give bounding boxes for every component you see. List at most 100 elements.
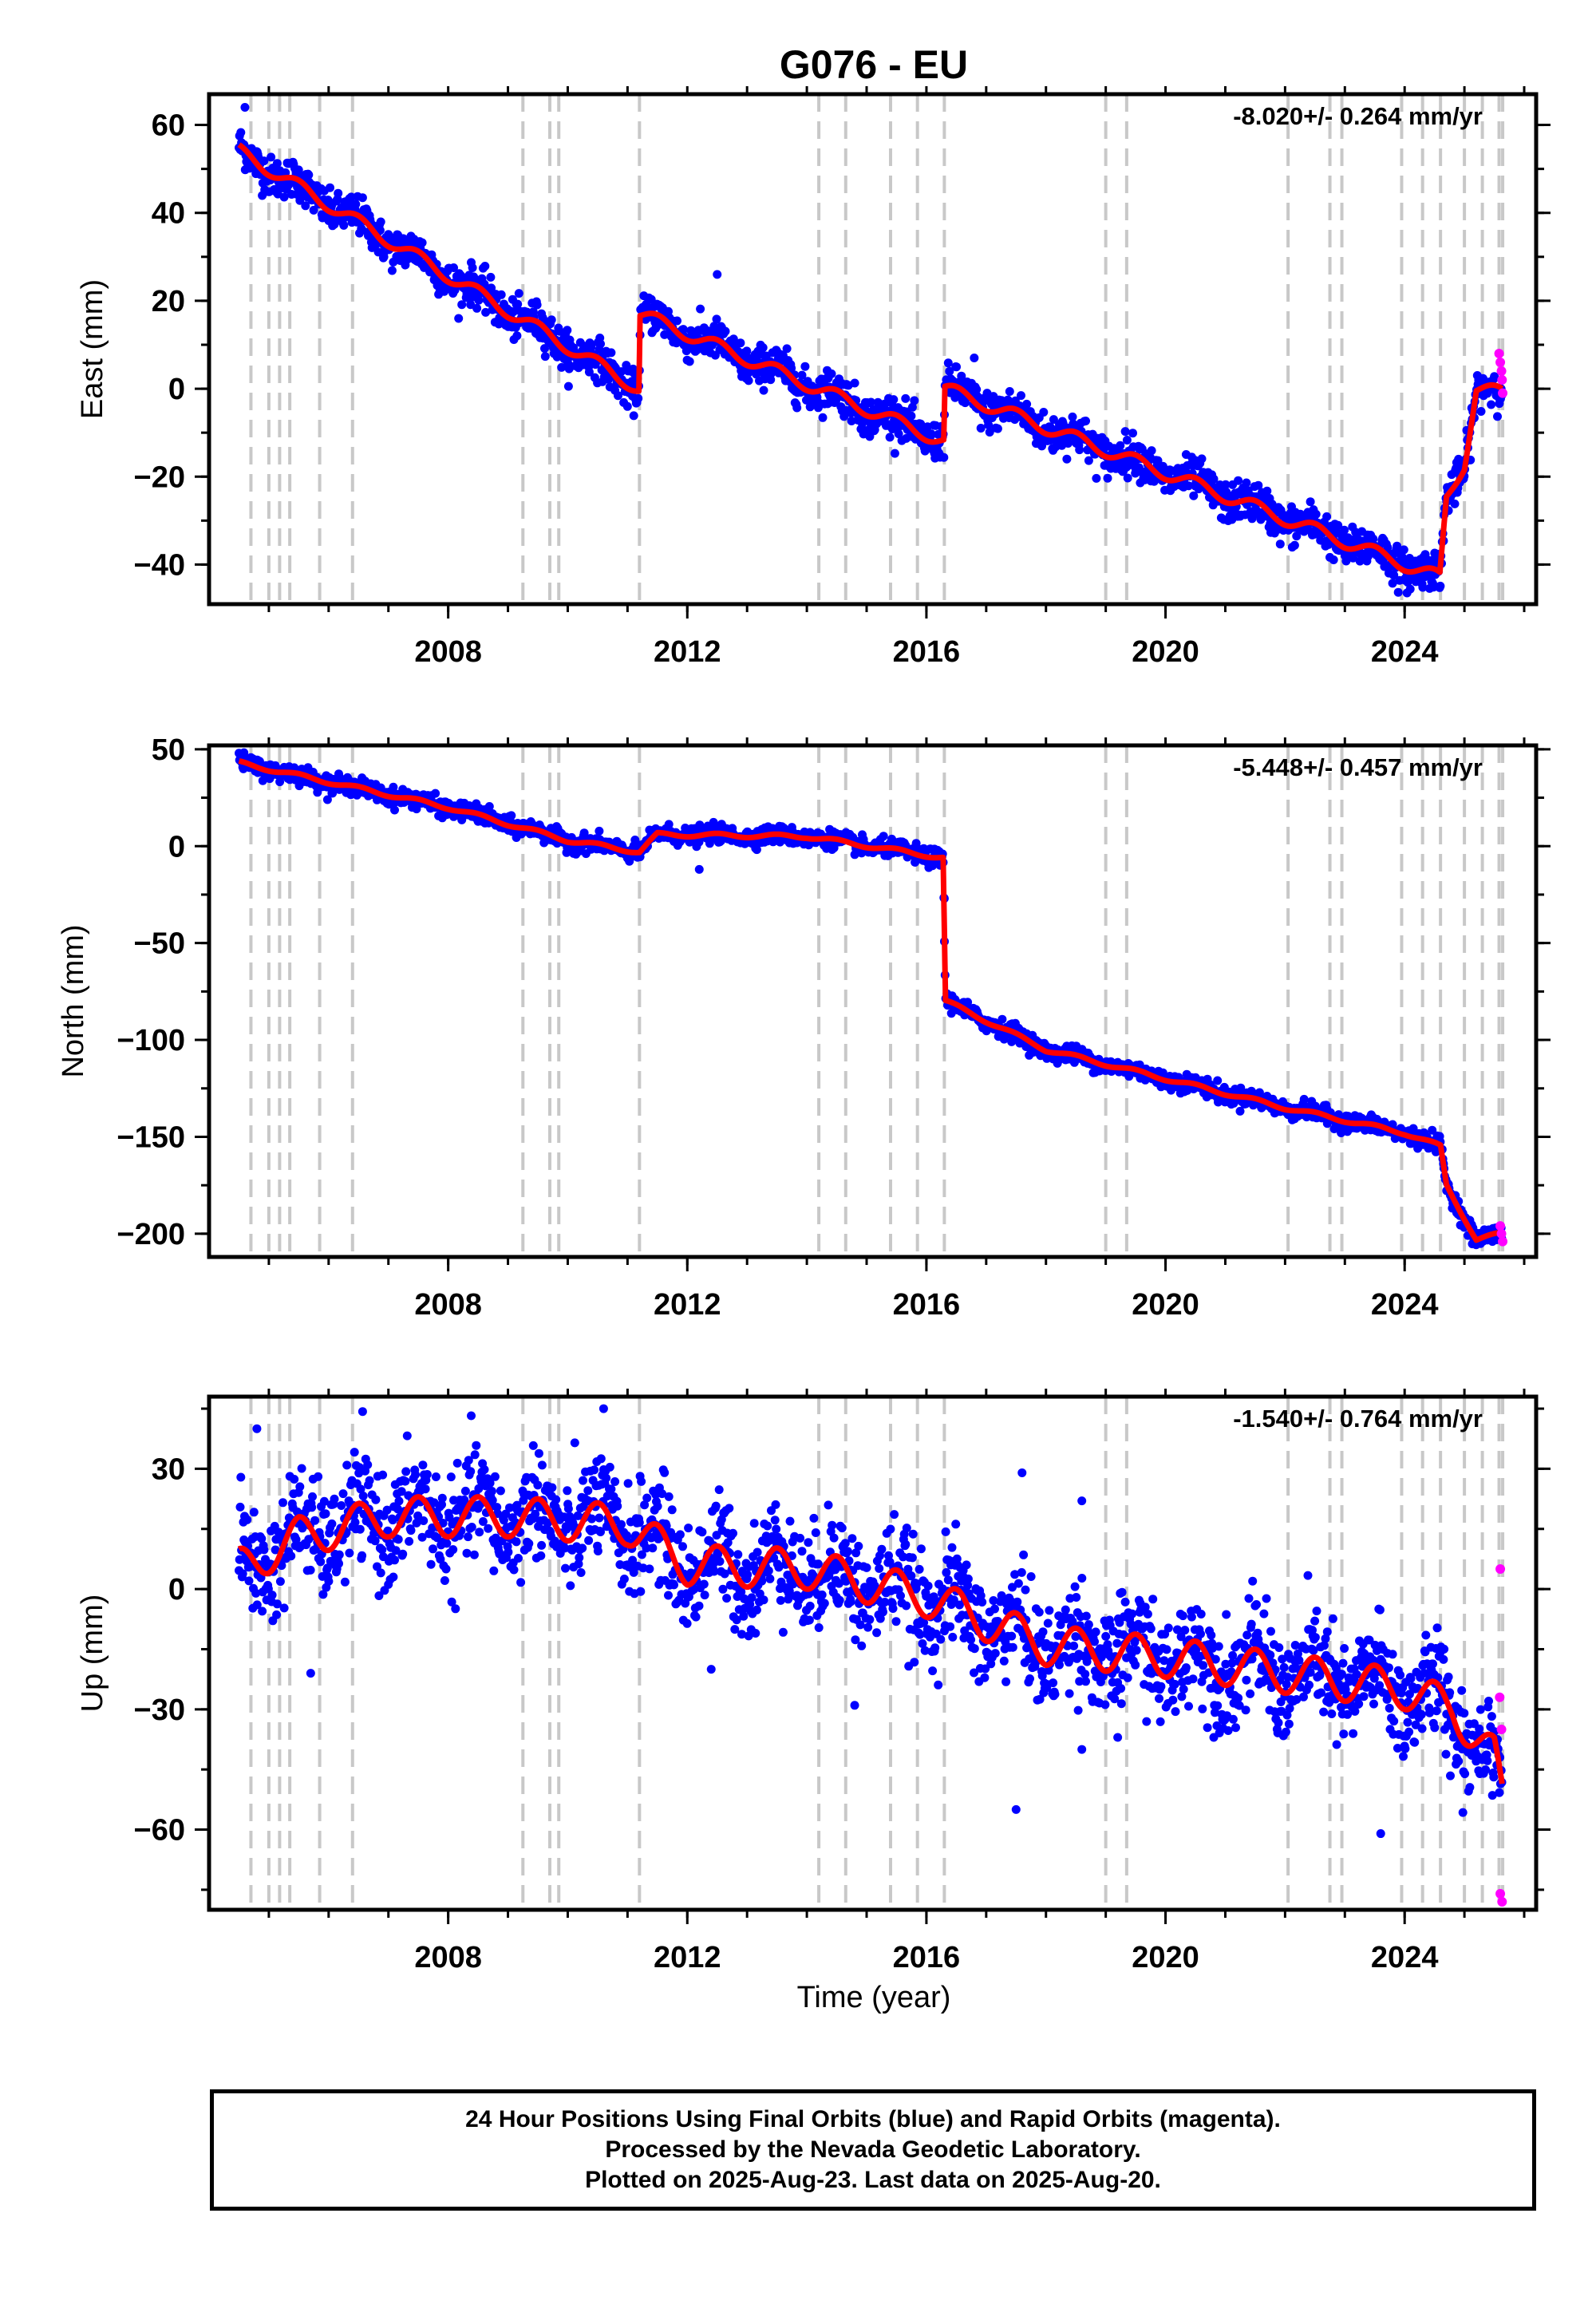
data-point [596, 339, 605, 349]
data-point [629, 411, 638, 421]
data-point [429, 1544, 437, 1554]
data-point [1275, 539, 1285, 549]
data-point [579, 1476, 587, 1485]
data-point [1084, 456, 1093, 465]
y-tick-label: 40 [152, 197, 185, 231]
data-point [398, 1549, 408, 1559]
data-point [1022, 399, 1032, 409]
data-point [614, 391, 622, 401]
data-point [249, 1508, 259, 1517]
data-point [617, 367, 626, 377]
data-point [301, 201, 310, 211]
data-point [1147, 446, 1156, 456]
panel-north: 2008 2012 2016 2020 2024−200−150−100−50050No… [57, 733, 1551, 1322]
x-tick-label: 2008 [414, 1288, 482, 1322]
data-point [660, 330, 670, 339]
data-point [464, 1532, 472, 1542]
data-point [469, 1550, 479, 1559]
data-point [441, 1564, 451, 1574]
rapid-orbit-point [1498, 388, 1508, 398]
data-point [648, 1543, 658, 1553]
data-point [653, 1501, 662, 1511]
data-point [340, 1577, 350, 1587]
data-point [449, 263, 458, 272]
data-point [1418, 583, 1428, 592]
data-point [484, 802, 494, 811]
data-point [729, 334, 738, 344]
data-point [402, 1431, 412, 1441]
plot-frame [207, 92, 1539, 607]
data-point [304, 170, 314, 180]
data-point [489, 1566, 499, 1575]
data-point [376, 1568, 385, 1578]
data-point [480, 1464, 489, 1474]
y-tick-label: 50 [152, 733, 185, 767]
data-point [474, 295, 484, 305]
data-point [827, 369, 836, 378]
data-point [1221, 480, 1231, 489]
data-point [1393, 587, 1403, 597]
data-point [1333, 520, 1343, 530]
data-point [279, 1498, 287, 1508]
data-point [389, 1572, 398, 1582]
data-point [358, 1407, 367, 1417]
data-point [258, 1607, 267, 1616]
data-point [1389, 571, 1399, 580]
data-point [752, 845, 761, 855]
x-tick-label: 2012 [654, 635, 721, 669]
data-point [267, 152, 276, 162]
plot-area [235, 745, 1508, 1257]
data-point [346, 192, 356, 202]
data-point [595, 1513, 604, 1523]
data-point [563, 326, 572, 335]
data-point [327, 1519, 337, 1528]
data-point [1209, 474, 1219, 484]
plot-area [235, 94, 1508, 604]
data-point [540, 352, 550, 362]
data-point [602, 1473, 611, 1483]
y-tick-label: −100 [117, 1024, 185, 1057]
data-point [637, 1476, 646, 1486]
data-point [998, 1014, 1007, 1024]
data-point [890, 449, 899, 458]
data-point [321, 1509, 330, 1519]
data-point [792, 403, 802, 413]
data-point [1306, 497, 1315, 507]
data-point [394, 1496, 404, 1506]
data-point [451, 1604, 460, 1614]
data-point [1017, 391, 1025, 401]
data-point [787, 363, 796, 373]
rapid-orbit-point [1497, 375, 1507, 385]
data-point [901, 393, 911, 403]
x-tick-label: 2024 [1371, 635, 1439, 669]
data-point [466, 1467, 476, 1476]
data-point [850, 378, 859, 388]
data-point [338, 1489, 348, 1499]
y-tick-label: 0 [168, 373, 185, 406]
data-point [259, 1545, 269, 1555]
data-point [378, 1470, 388, 1480]
data-point [243, 1515, 252, 1524]
data-point [418, 1460, 428, 1470]
data-point [411, 1470, 420, 1480]
data-point [1493, 412, 1502, 421]
data-point [431, 1472, 440, 1481]
data-point [1005, 387, 1014, 396]
data-point [584, 1535, 594, 1545]
data-point [1049, 415, 1058, 425]
data-point [1290, 540, 1299, 550]
data-point [759, 385, 768, 395]
rapid-orbit-point [1494, 349, 1504, 359]
data-point [696, 304, 705, 314]
data-point [1234, 476, 1243, 485]
data-point [309, 205, 318, 215]
data-point [1092, 473, 1101, 483]
data-point [721, 326, 730, 336]
data-point [894, 429, 903, 439]
outlier-point [713, 270, 722, 279]
data-point [342, 1460, 352, 1470]
data-point [236, 1472, 246, 1482]
data-point [272, 159, 282, 168]
data-point [976, 424, 986, 433]
data-point [758, 343, 768, 353]
